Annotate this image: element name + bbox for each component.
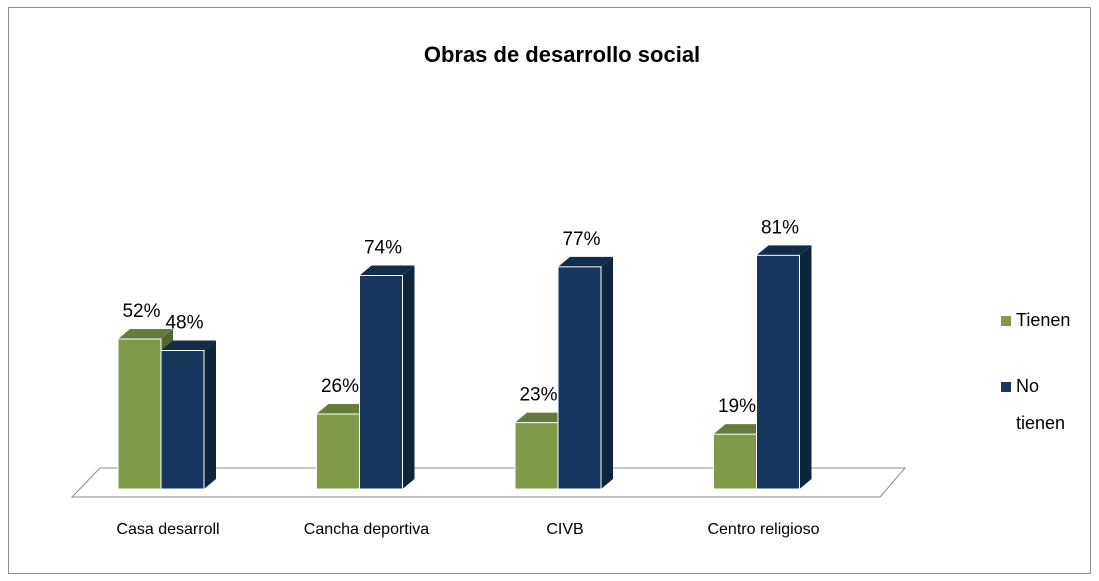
data-label: 77% — [562, 229, 600, 250]
bar — [359, 265, 415, 490]
legend-label: Tienen — [1016, 310, 1070, 330]
bar-front — [117, 338, 162, 490]
legend-swatch — [1001, 382, 1011, 392]
bar-top — [316, 403, 372, 414]
bar-front — [514, 422, 559, 490]
bar-front — [316, 413, 360, 490]
data-label: 52% — [122, 301, 160, 322]
bar-side — [204, 340, 216, 489]
data-label: 74% — [364, 238, 402, 259]
legend-swatch — [1001, 316, 1011, 326]
x-tick-label: Casa desarroll — [116, 521, 219, 538]
chart-title: Obras de desarrollo social — [424, 42, 700, 67]
x-tick-label: Cancha deportiva — [304, 521, 430, 538]
bar-side — [799, 245, 812, 489]
bar-front — [557, 266, 602, 490]
bar-side — [601, 256, 613, 489]
data-label: 19% — [718, 396, 756, 417]
legend-label-line: No — [1016, 376, 1039, 396]
data-label: 23% — [519, 385, 557, 406]
bar-front — [756, 254, 800, 490]
x-tick-label: CIVB — [546, 521, 583, 538]
data-label: 48% — [165, 313, 203, 334]
data-label: 26% — [321, 376, 359, 397]
legend-label-line: tienen — [1016, 413, 1065, 433]
bar-top — [161, 340, 216, 351]
bar-top — [515, 412, 570, 423]
bar-top — [359, 265, 415, 276]
bar — [756, 245, 812, 490]
bar-side — [402, 265, 415, 489]
bar-top — [118, 328, 173, 339]
bar-front — [160, 350, 205, 490]
bar-front — [713, 433, 757, 490]
bar — [160, 340, 216, 490]
x-tick-label: Centro religioso — [707, 521, 819, 538]
bar-top — [756, 245, 812, 256]
bar-top — [558, 256, 613, 267]
data-label: 81% — [761, 217, 799, 238]
legend-label: No tienen — [1016, 376, 1065, 433]
bar-front — [359, 275, 403, 490]
bar — [557, 256, 613, 490]
bar-top — [713, 424, 769, 435]
floor — [70, 467, 907, 498]
